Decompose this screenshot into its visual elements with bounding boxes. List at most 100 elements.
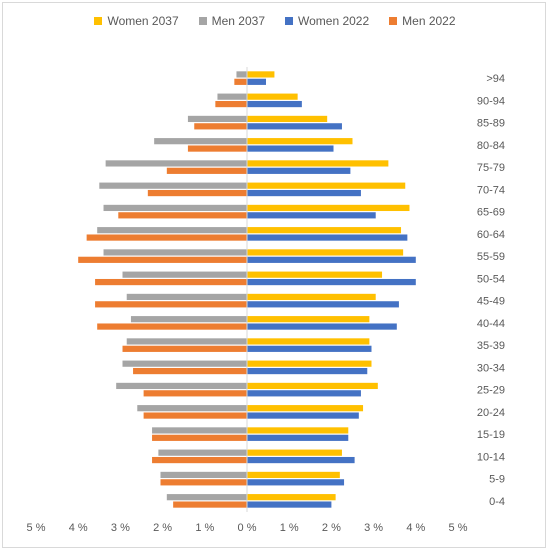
bar-women-2022 xyxy=(247,78,266,85)
bar-women-2037 xyxy=(247,71,275,78)
bar-men-2037 xyxy=(158,449,247,456)
bar-women-2022 xyxy=(247,100,302,108)
bar-women-2022 xyxy=(247,412,359,419)
bar-men-2037 xyxy=(160,471,247,479)
bar-women-2037 xyxy=(247,427,349,434)
bar-women-2022 xyxy=(247,479,345,486)
bar-men-2037 xyxy=(103,204,248,212)
category-label: 60-64 xyxy=(477,229,505,241)
bar-men-2037 xyxy=(166,494,247,501)
legend-item-men-2022: Men 2022 xyxy=(389,14,456,28)
bar-women-2037 xyxy=(247,204,410,212)
bar-women-2022 xyxy=(247,212,376,219)
bar-women-2037 xyxy=(247,138,353,145)
x-tick-label: 3 % xyxy=(364,522,383,534)
legend-swatch-women-2037 xyxy=(94,17,103,25)
bar-men-2022 xyxy=(215,100,247,108)
bar-men-2022 xyxy=(166,167,247,174)
bar-men-2022 xyxy=(152,456,247,464)
bar-women-2037 xyxy=(247,382,378,390)
category-label: 30-34 xyxy=(477,362,505,374)
bar-men-2022 xyxy=(173,501,247,508)
category-label: 75-79 xyxy=(477,162,505,174)
legend-item-men-2037: Men 2037 xyxy=(198,14,265,28)
category-label: 15-19 xyxy=(477,429,505,441)
bar-men-2022 xyxy=(143,412,247,419)
bar-women-2022 xyxy=(247,367,368,375)
x-tick-label: 3 % xyxy=(111,522,130,534)
category-label: 65-69 xyxy=(477,207,505,219)
category-label: 20-24 xyxy=(477,407,505,419)
bar-men-2022 xyxy=(194,123,247,130)
category-label: 50-54 xyxy=(477,273,505,285)
x-tick-label: 4 % xyxy=(406,522,425,534)
legend-swatch-women-2022 xyxy=(285,17,293,25)
bar-women-2037 xyxy=(247,160,389,167)
bar-men-2022 xyxy=(143,390,247,397)
category-label: >94 xyxy=(486,73,505,85)
bar-women-2022 xyxy=(247,145,334,152)
legend-item-women-2037: Women 2037 xyxy=(94,14,179,28)
bar-men-2037 xyxy=(97,227,247,234)
bar-women-2037 xyxy=(247,449,342,456)
bar-men-2037 xyxy=(137,405,247,412)
bar-women-2022 xyxy=(247,390,361,397)
legend-label-men-2037: Men 2037 xyxy=(211,14,265,28)
legend-swatch-men-2022 xyxy=(389,17,398,25)
x-tick-label: 5 % xyxy=(27,522,46,534)
x-tick-label: 1 % xyxy=(280,522,299,534)
bar-women-2037 xyxy=(247,271,383,278)
x-tick-label: 2 % xyxy=(322,522,341,534)
bar-men-2022 xyxy=(118,212,247,219)
x-tick-label: 1 % xyxy=(195,522,214,534)
category-label: 90-94 xyxy=(477,95,505,107)
bar-women-2022 xyxy=(247,189,361,197)
bar-women-2022 xyxy=(247,345,372,352)
bar-women-2022 xyxy=(247,501,332,508)
bar-men-2037 xyxy=(116,382,248,390)
bar-women-2037 xyxy=(247,115,328,123)
x-tick-label: 2 % xyxy=(153,522,172,534)
bar-men-2037 xyxy=(152,427,247,434)
bar-women-2037 xyxy=(247,293,376,301)
bar-women-2022 xyxy=(247,434,349,441)
bar-men-2022 xyxy=(160,479,247,486)
bar-women-2022 xyxy=(247,278,416,286)
category-label: 55-59 xyxy=(477,251,505,263)
bar-men-2037 xyxy=(130,316,247,323)
bar-men-2037 xyxy=(103,249,248,256)
category-label: 85-89 xyxy=(477,118,505,130)
bar-women-2037 xyxy=(247,405,364,412)
category-label: 5-9 xyxy=(489,474,505,486)
bar-women-2037 xyxy=(247,182,406,189)
bar-men-2022 xyxy=(122,345,247,352)
legend-label-women-2022: Women 2022 xyxy=(298,14,370,28)
bar-women-2022 xyxy=(247,323,397,330)
bar-men-2037 xyxy=(187,115,247,123)
category-label: 45-49 xyxy=(477,296,505,308)
bar-women-2022 xyxy=(247,123,342,130)
bar-women-2022 xyxy=(247,456,355,464)
bar-men-2022 xyxy=(86,234,247,241)
bar-men-2022 xyxy=(78,256,247,263)
bar-women-2037 xyxy=(247,338,370,345)
bar-men-2022 xyxy=(152,434,247,441)
bar-women-2037 xyxy=(247,316,370,323)
x-tick-label: 4 % xyxy=(69,522,88,534)
bar-men-2037 xyxy=(122,360,247,367)
legend-label-men-2022: Men 2022 xyxy=(402,14,456,28)
x-tick-label: 5 % xyxy=(449,522,468,534)
bar-men-2037 xyxy=(105,160,247,167)
bar-women-2037 xyxy=(247,93,298,100)
bar-men-2022 xyxy=(95,278,247,286)
bar-women-2037 xyxy=(247,227,402,234)
category-label: 25-29 xyxy=(477,385,505,397)
bar-men-2022 xyxy=(147,189,247,197)
bar-men-2037 xyxy=(217,93,247,100)
legend-label-women-2037: Women 2037 xyxy=(107,14,179,28)
category-label: 35-39 xyxy=(477,340,505,352)
bar-men-2022 xyxy=(133,367,247,375)
bar-women-2022 xyxy=(247,256,416,263)
x-tick-label: 0 % xyxy=(238,522,257,534)
